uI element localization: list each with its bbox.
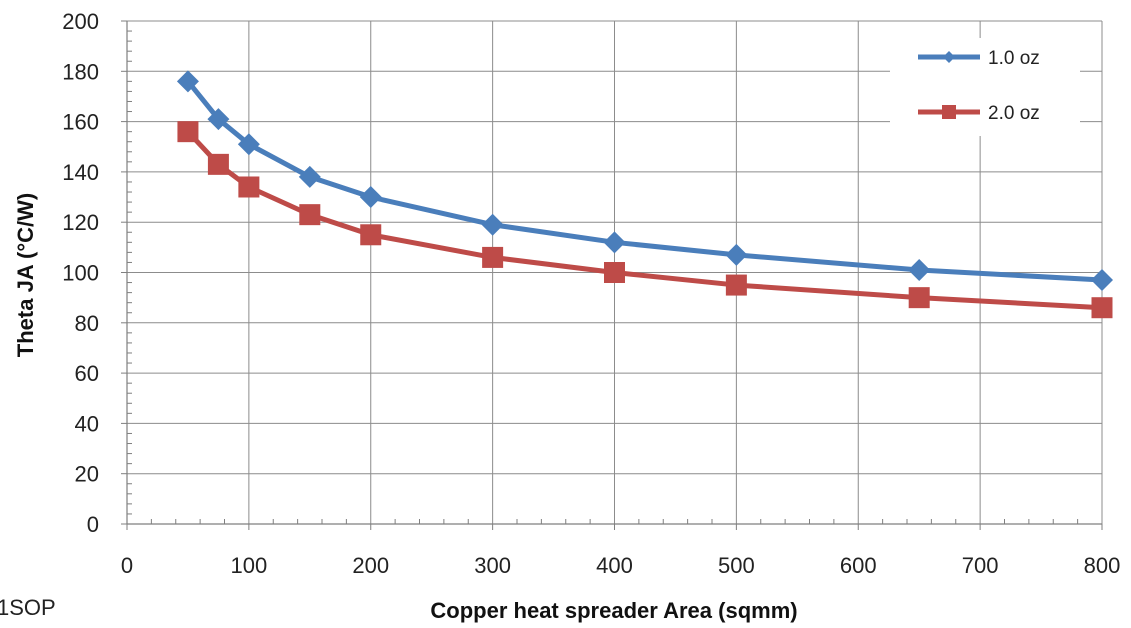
data-point-square	[177, 121, 199, 143]
x-tick-labels: 0 100 200 300 400 500 600 700 800	[121, 553, 1120, 578]
x-tick-label: 800	[1084, 553, 1121, 578]
y-tick-label: 160	[62, 110, 99, 135]
x-tick-label: 500	[718, 553, 755, 578]
series-line	[185, 79, 1103, 283]
y-tick-label: 60	[75, 361, 99, 386]
x-tick-label: 600	[840, 553, 877, 578]
x-tick-label: 700	[962, 553, 999, 578]
data-point-square	[238, 176, 260, 198]
legend-item: 2.0 oz	[918, 103, 1040, 124]
legend-label: 2.0 oz	[988, 103, 1040, 124]
y-axis-title: Theta JA (°C/W)	[13, 193, 38, 357]
legend-background	[890, 38, 1080, 136]
data-point-diamond	[207, 108, 230, 131]
x-tick-label: 0	[121, 553, 133, 578]
data-point-diamond	[1091, 269, 1113, 292]
y-tick-label: 120	[62, 210, 99, 235]
y-tick-label: 200	[62, 9, 99, 34]
data-point-diamond	[359, 186, 382, 209]
y-tick-label: 180	[62, 59, 99, 84]
legend-swatch-marker	[942, 105, 956, 119]
data-point-diamond	[725, 243, 748, 266]
data-point-diamond	[237, 133, 260, 156]
data-point-square	[299, 204, 321, 226]
data-point-diamond	[603, 231, 626, 254]
series-line	[186, 129, 1103, 311]
data-point-square	[604, 262, 625, 283]
data-point-diamond	[908, 258, 931, 281]
legend-item: 1.0 oz	[918, 48, 1040, 69]
x-tick-label: 100	[231, 553, 268, 578]
data-point-square	[725, 274, 747, 296]
corner-label: 1SOP	[0, 595, 56, 620]
data-point-square	[207, 153, 229, 175]
y-tick-label: 40	[75, 411, 99, 436]
series-2	[177, 121, 1113, 319]
x-tick-label: 400	[596, 553, 633, 578]
data-point-diamond	[176, 70, 199, 93]
x-tick-label: 300	[474, 553, 511, 578]
series-1	[176, 70, 1113, 292]
y-tick-label: 80	[75, 311, 99, 336]
legend-label: 1.0 oz	[988, 48, 1040, 69]
series-layer	[176, 70, 1113, 319]
y-tick-label: 20	[75, 462, 99, 487]
x-axis-title: Copper heat spreader Area (sqmm)	[430, 598, 797, 623]
y-tick-label: 100	[62, 261, 99, 286]
y-tick-label: 140	[62, 160, 99, 185]
data-point-diamond	[481, 213, 504, 236]
data-point-diamond	[298, 165, 321, 188]
data-point-square	[1091, 297, 1113, 319]
legend-swatch-marker	[943, 51, 955, 63]
x-tick-label: 200	[352, 553, 389, 578]
data-point-square	[360, 224, 382, 246]
y-tick-label: 0	[87, 512, 99, 537]
axis-minor-ticks	[121, 20, 1103, 530]
legend: 1.0 oz 2.0 oz	[890, 38, 1080, 136]
y-tick-labels: 0 20 40 60 80 100 120 140 160 180 200	[62, 9, 99, 537]
data-point-square	[482, 246, 504, 268]
data-point-square	[908, 287, 930, 309]
